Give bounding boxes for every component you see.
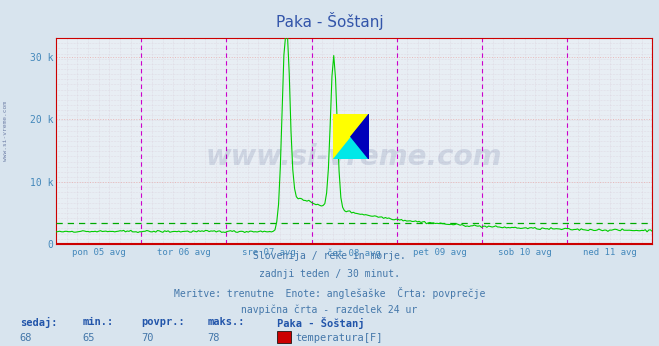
Polygon shape xyxy=(333,114,369,159)
Text: www.si-vreme.com: www.si-vreme.com xyxy=(3,101,8,162)
Text: 65: 65 xyxy=(82,333,95,343)
Text: povpr.:: povpr.: xyxy=(142,317,185,327)
Text: sedaj:: sedaj: xyxy=(20,317,57,328)
Polygon shape xyxy=(333,114,369,159)
Text: Meritve: trenutne  Enote: anglešaške  Črta: povprečje: Meritve: trenutne Enote: anglešaške Črta… xyxy=(174,287,485,299)
Text: min.:: min.: xyxy=(82,317,113,327)
Text: www.si-vreme.com: www.si-vreme.com xyxy=(206,144,502,172)
Text: Paka - Šoštanj: Paka - Šoštanj xyxy=(277,317,364,329)
Text: maks.:: maks.: xyxy=(208,317,245,327)
Text: 70: 70 xyxy=(142,333,154,343)
Text: Paka - Šoštanj: Paka - Šoštanj xyxy=(275,12,384,30)
Text: temperatura[F]: temperatura[F] xyxy=(295,333,383,343)
Text: navpična črta - razdelek 24 ur: navpična črta - razdelek 24 ur xyxy=(241,305,418,315)
Text: 68: 68 xyxy=(20,333,32,343)
Text: 78: 78 xyxy=(208,333,220,343)
Polygon shape xyxy=(351,114,369,159)
Text: zadnji teden / 30 minut.: zadnji teden / 30 minut. xyxy=(259,269,400,279)
Text: Slovenija / reke in morje.: Slovenija / reke in morje. xyxy=(253,251,406,261)
